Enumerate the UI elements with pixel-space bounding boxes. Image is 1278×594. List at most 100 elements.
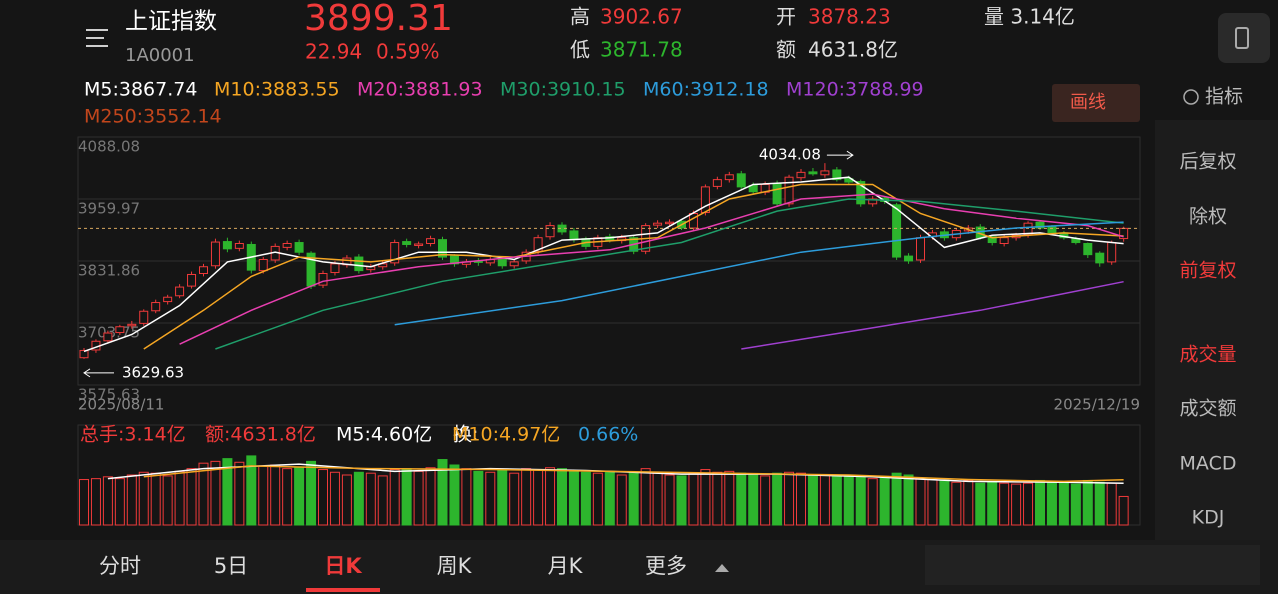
tab[interactable]: 5日	[214, 554, 248, 578]
volume-bar	[377, 475, 388, 526]
candle-body	[258, 258, 268, 272]
volume-bar	[389, 469, 400, 526]
ma-line	[741, 280, 1124, 350]
volume-bar	[341, 474, 352, 526]
volume-bar	[353, 471, 364, 526]
annotation-arrow	[83, 368, 114, 378]
sidebar-item[interactable]: MACD	[1180, 453, 1237, 475]
volume-bar	[676, 475, 687, 526]
ma-line	[83, 176, 1124, 353]
volume-bar	[1118, 495, 1129, 526]
volume-bar	[174, 470, 185, 526]
sidebar-item[interactable]: 成交量	[1179, 344, 1236, 366]
volume-bar	[449, 464, 460, 526]
high: 3902.67	[600, 5, 683, 29]
volume-bar	[664, 474, 675, 526]
candle-body	[103, 332, 113, 342]
index-name: 上证指数	[125, 9, 217, 35]
device-button[interactable]	[1218, 13, 1270, 63]
volume-bar	[258, 465, 269, 526]
tab[interactable]: 日K	[324, 554, 362, 578]
volume-bar	[1070, 483, 1081, 526]
more-arrow[interactable]	[715, 564, 729, 572]
candle-body	[509, 261, 519, 267]
open: 3878.23	[808, 5, 891, 29]
legend-entry: M60:3912.18	[643, 79, 769, 101]
sidebar-item[interactable]: KDJ	[1192, 507, 1225, 529]
low-label: 低	[570, 38, 590, 62]
candle-body	[796, 171, 806, 179]
candle-body	[402, 241, 412, 245]
volume-bar	[784, 471, 795, 526]
volume-bar	[843, 476, 854, 526]
amount-label: 额	[776, 38, 796, 62]
menu-icon[interactable]	[86, 29, 108, 47]
sidebar-item[interactable]: 除权	[1189, 206, 1227, 228]
volume-legend: 总手:3.14亿	[80, 424, 186, 446]
annotation: 4034.08	[759, 146, 821, 164]
volume-bar	[891, 472, 902, 526]
draw-button[interactable]: 画线	[1070, 92, 1106, 113]
volume-bar	[270, 464, 281, 526]
volume-bar	[1035, 479, 1045, 526]
volume-bar	[807, 475, 818, 526]
open-label: 开	[776, 5, 796, 29]
candle-body	[856, 181, 866, 205]
volume-bar	[867, 478, 878, 526]
candle-body	[1119, 227, 1129, 240]
volume-legend: 换:	[453, 424, 478, 446]
tab[interactable]: 周K	[437, 554, 473, 578]
volume-bar	[987, 481, 998, 526]
candle-body	[318, 273, 328, 286]
volume-bar	[294, 467, 305, 526]
volume-bar	[318, 469, 328, 526]
candle-body	[414, 243, 424, 246]
candle-body	[139, 310, 149, 324]
volume-bar	[401, 468, 412, 526]
index-code: 1A0001	[125, 45, 195, 66]
volume-bar	[580, 471, 591, 526]
candle-body	[868, 198, 878, 205]
volume-bar	[222, 458, 233, 526]
indicator-icon	[1183, 89, 1199, 105]
volume-bar	[198, 462, 209, 526]
change-pct: 0.59%	[376, 40, 440, 64]
candle-body	[330, 263, 340, 274]
legend-entry: M30:3910.15	[500, 79, 626, 101]
sidebar-item[interactable]: 成交额	[1179, 398, 1236, 420]
candle-body	[1107, 242, 1117, 263]
tab[interactable]: 分时	[99, 554, 141, 578]
draw-button-bg[interactable]	[1052, 84, 1140, 122]
volume-bar	[975, 482, 986, 526]
candle-body	[820, 170, 830, 176]
candle-body	[79, 349, 89, 359]
volume-bar	[234, 461, 245, 526]
volume-bar	[521, 468, 532, 526]
high-label: 高	[570, 5, 590, 29]
volume-bar	[437, 459, 448, 526]
sidebar-item[interactable]: 后复权	[1179, 151, 1236, 173]
volume-bar	[413, 470, 424, 526]
volume-bar	[903, 474, 914, 526]
sidebar-item[interactable]: 前复权	[1179, 260, 1236, 282]
x-tick-label: 2025/12/19	[1054, 396, 1140, 414]
indicator-button[interactable]: 指标	[1205, 86, 1243, 108]
candle-body	[653, 222, 663, 226]
candle-body	[426, 238, 436, 245]
y-tick-label: 3831.86	[78, 261, 140, 279]
candle-body	[1083, 243, 1093, 256]
volume-bar	[533, 469, 544, 526]
volume-bar	[461, 468, 472, 526]
amount: 4631.8亿	[808, 38, 898, 62]
volume-bar	[604, 470, 615, 526]
x-tick-label: 2025/08/11	[78, 396, 164, 414]
volume-bar	[210, 460, 221, 526]
volume-legend: M10:4.97亿	[452, 424, 560, 446]
volume-bar	[102, 476, 113, 526]
volume-bar	[592, 472, 603, 526]
tab[interactable]: 更多	[645, 554, 687, 578]
volume-bar	[497, 469, 508, 526]
tab[interactable]: 月K	[548, 554, 584, 578]
candle-body	[916, 237, 925, 261]
